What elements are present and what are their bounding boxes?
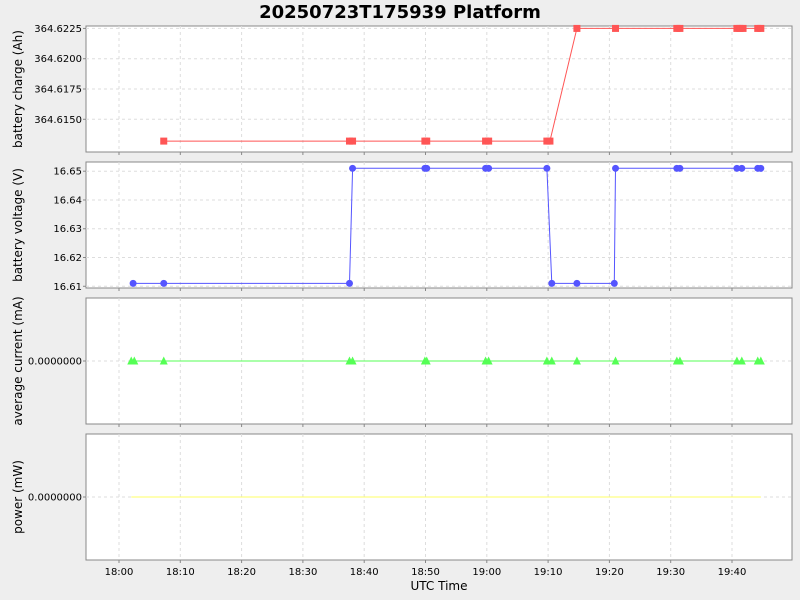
data-point: [159, 356, 168, 365]
x-tick-label: 19:40: [718, 567, 747, 578]
y-tick-label: 16.61: [53, 282, 82, 293]
data-point: [543, 164, 551, 172]
data-point: [423, 164, 431, 172]
y-axis-label: average current (mA): [11, 296, 25, 425]
y-tick-label: 16.64: [53, 195, 82, 206]
data-point: [675, 356, 684, 365]
y-axis-label: battery voltage (V): [11, 168, 25, 282]
data-point: [422, 356, 431, 365]
y-tick-label: 364.6200: [34, 54, 82, 65]
data-point: [610, 279, 618, 287]
y-tick-label: 16.65: [53, 167, 82, 178]
y-axis-label: power (mW): [11, 460, 25, 534]
data-point: [733, 164, 741, 172]
data-point: [547, 356, 556, 365]
x-tick-label: 18:10: [166, 567, 195, 578]
y-tick-label: 0.0000000: [28, 493, 82, 504]
data-point: [546, 137, 554, 145]
data-point: [349, 164, 357, 172]
x-tick-label: 18:00: [105, 567, 134, 578]
data-point: [572, 356, 581, 365]
subplot-2: 16.61 16.62 16.63 16.64 16.65 battery voltage…: [11, 161, 793, 293]
data-point: [676, 24, 684, 32]
x-tick-label: 19:20: [595, 567, 624, 578]
plot-area: [85, 161, 793, 289]
data-point: [573, 24, 581, 32]
data-point: [739, 24, 747, 32]
data-point: [160, 279, 168, 287]
subplot-1: 364.6150 364.6175 364.6200 364.6225 battery …: [11, 24, 793, 155]
data-point: [612, 24, 620, 32]
data-point: [485, 164, 493, 172]
y-tick-label: 364.6150: [34, 115, 82, 126]
data-point: [573, 279, 581, 287]
x-tick-label: 18:20: [227, 567, 256, 578]
data-point: [737, 356, 746, 365]
subplot-4: 18:00 18:10 18:20 18:30 18:40 18:50 19:00 19:10…: [11, 433, 793, 578]
data-point: [757, 164, 765, 172]
x-tick-label: 18:50: [411, 567, 440, 578]
x-tick-label: 19:10: [534, 567, 563, 578]
x-tick-label: 19:00: [472, 567, 501, 578]
data-point: [757, 24, 765, 32]
data-point: [423, 137, 431, 145]
data-point: [349, 137, 357, 145]
data-point: [484, 356, 493, 365]
data-point: [612, 164, 620, 172]
data-point: [129, 279, 137, 287]
data-point: [738, 164, 746, 172]
data-point: [676, 164, 684, 172]
x-tick-label: 18:40: [350, 567, 379, 578]
y-tick-label: 16.63: [53, 224, 82, 235]
y-tick-label: 0.0000000: [28, 357, 82, 368]
data-point: [348, 356, 357, 365]
x-axis-label: UTC Time: [411, 579, 468, 593]
data-point: [130, 356, 139, 365]
x-tick-label: 18:30: [288, 567, 317, 578]
y-tick-label: 364.6175: [34, 85, 82, 96]
data-point: [548, 279, 556, 287]
x-tick-label: 19:30: [656, 567, 685, 578]
y-tick-label: 16.62: [53, 253, 82, 264]
data-point: [160, 137, 168, 145]
subplots-group: 364.6150 364.6175 364.6200 364.6225 battery …: [11, 24, 793, 578]
chart-title: 20250723T175939 Platform: [259, 2, 541, 23]
data-point: [345, 279, 353, 287]
y-tick-label: 364.6225: [34, 24, 82, 35]
y-axis-label: battery charge (Ah): [11, 30, 25, 148]
data-point: [485, 137, 493, 145]
data-point: [611, 356, 620, 365]
data-point: [756, 356, 765, 365]
